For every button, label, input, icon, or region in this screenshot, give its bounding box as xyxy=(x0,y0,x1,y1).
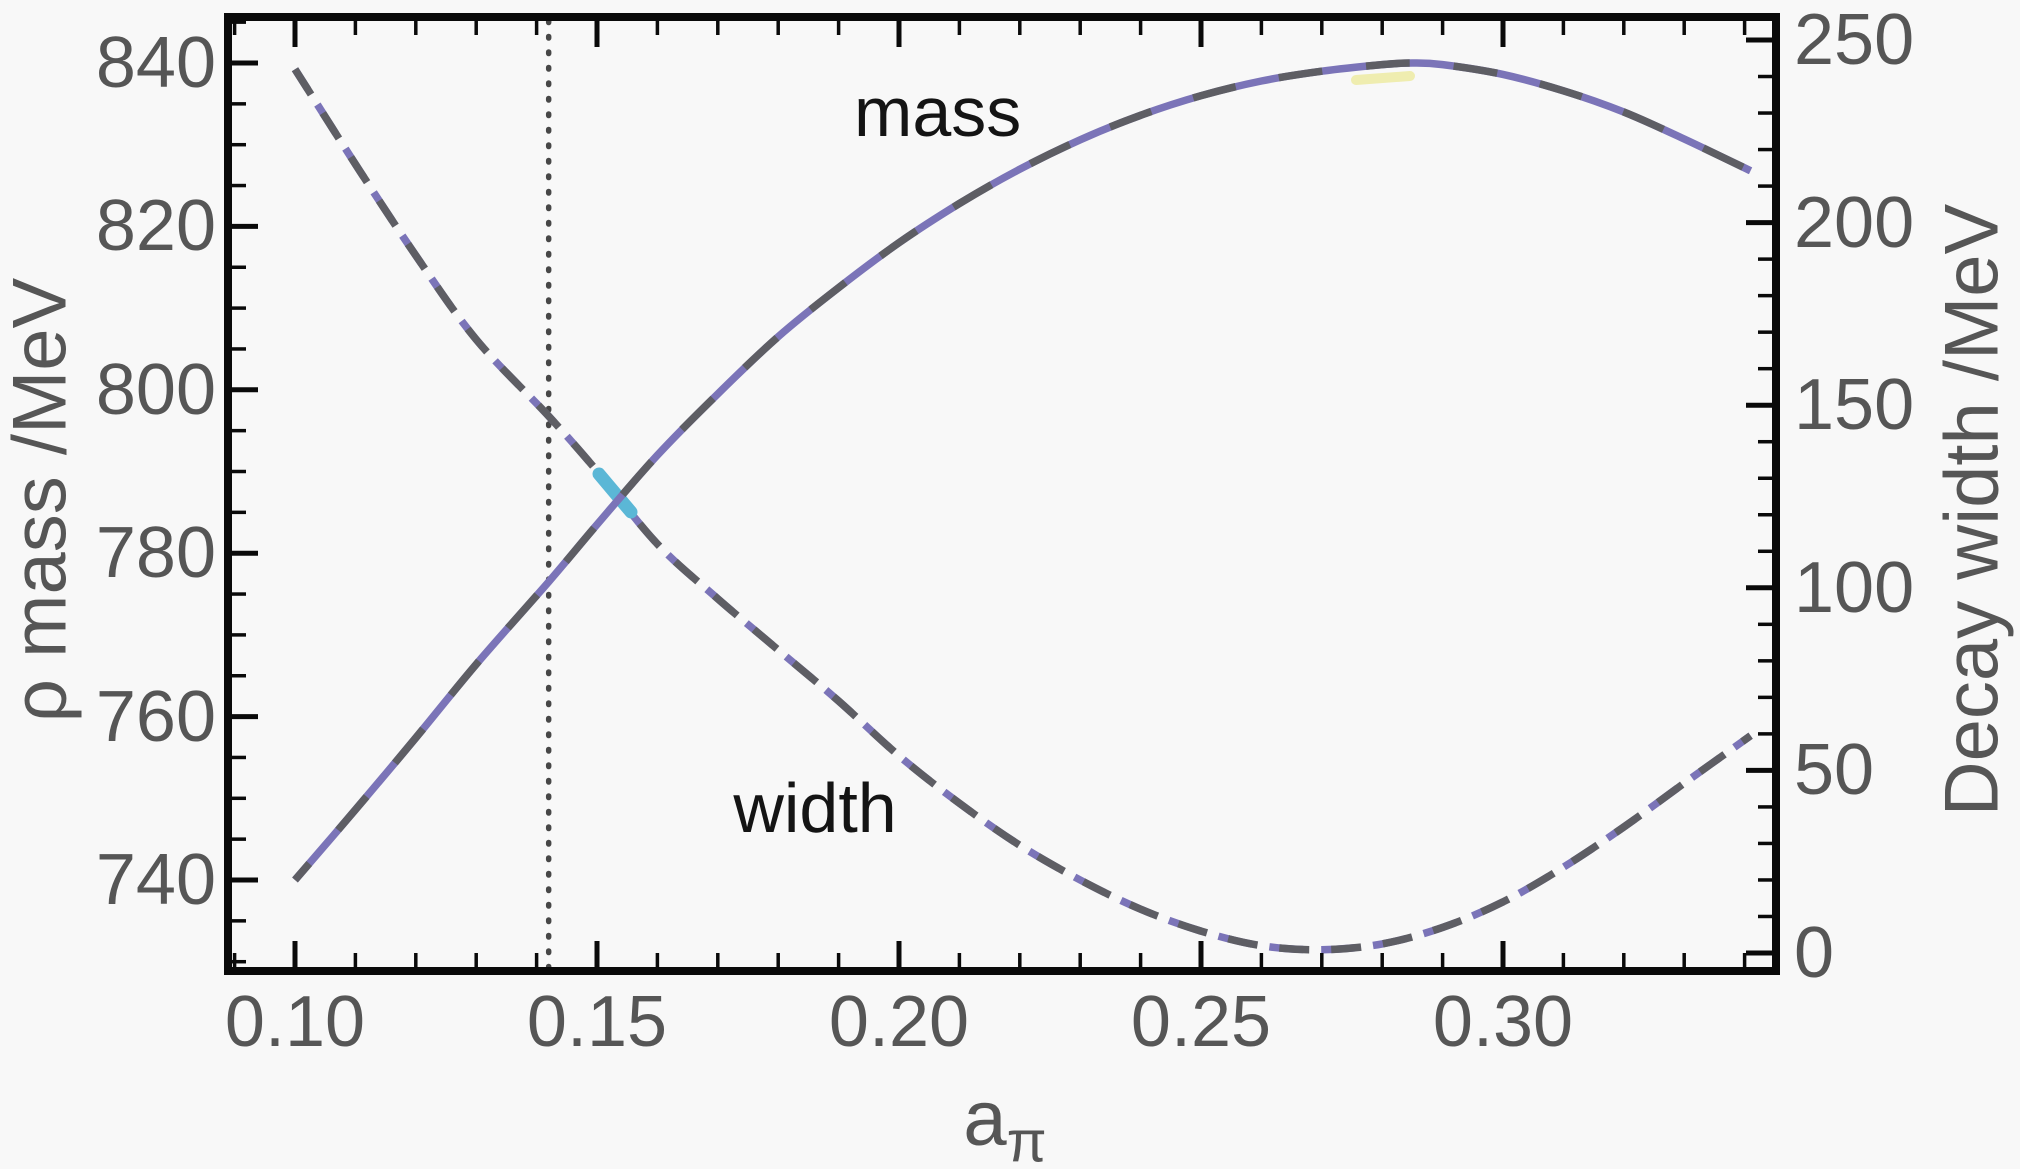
left-axis-title: ρ mass /MeV xyxy=(0,277,83,723)
x-axis-title-subscript: π xyxy=(1006,1109,1047,1169)
width-curve-label: width xyxy=(733,769,897,848)
right-axis-tick-label: 250 xyxy=(1794,0,1915,80)
axis-ticks xyxy=(232,20,1772,967)
left-axis-tick-label: 820 xyxy=(95,186,216,267)
left-axis-tick-label: 800 xyxy=(95,349,216,430)
x-axis-title: aπ xyxy=(963,1073,1046,1169)
x-axis-tick-label: 0.25 xyxy=(1130,982,1272,1062)
plot-frame xyxy=(224,13,1780,975)
x-axis-tick-label: 0.15 xyxy=(526,982,668,1062)
frame-rect xyxy=(224,13,1780,975)
x-axis-tick-label: 0.20 xyxy=(828,982,970,1062)
x-axis-tick-label: 0.30 xyxy=(1432,982,1574,1062)
left-axis-tick-label: 840 xyxy=(95,23,216,103)
x-axis-tick-label: 0.10 xyxy=(224,982,366,1062)
left-axis-tick-label: 760 xyxy=(95,676,216,757)
left-axis-tick-label: 740 xyxy=(95,840,216,920)
right-axis-tick-label: 200 xyxy=(1794,182,1915,263)
right-axis-tick-label: 50 xyxy=(1794,730,1875,811)
right-axis-title: Decay width /MeV xyxy=(1929,203,2015,817)
mass-curve-blue-solid xyxy=(292,59,1753,883)
mass-curve-label: mass xyxy=(854,73,1022,152)
right-axis-tick-label: 100 xyxy=(1794,547,1915,628)
x-axis-title-base: a xyxy=(963,1073,1007,1162)
right-axis-tick-label: 150 xyxy=(1794,365,1915,446)
width-curve-gray-dashed xyxy=(291,67,1753,954)
hidden-yellow-curve-fragment xyxy=(1351,71,1415,85)
width-curve-blue-dashed xyxy=(291,67,1753,954)
left-axis-tick-label: 780 xyxy=(95,513,216,594)
hidden-cyan-curve-fragment xyxy=(592,467,638,519)
right-axis-tick-label: 0 xyxy=(1794,913,1835,993)
mass-curve-gray-dashes xyxy=(292,59,1753,883)
curves-group xyxy=(291,59,1753,954)
